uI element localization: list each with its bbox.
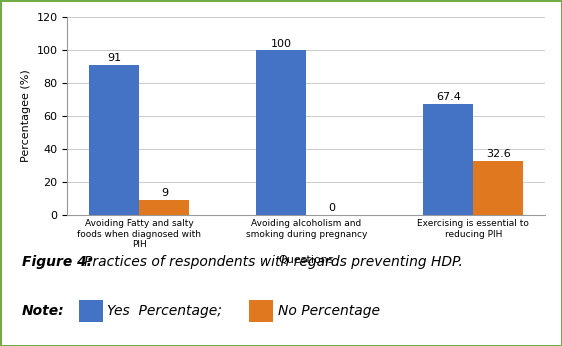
Text: 100: 100 <box>271 38 292 48</box>
Bar <box>139 200 189 215</box>
Bar <box>89 65 139 215</box>
Bar <box>423 104 473 215</box>
X-axis label: Questions: Questions <box>279 255 334 265</box>
Text: Figure 4:: Figure 4: <box>22 255 92 269</box>
Text: 91: 91 <box>107 53 121 63</box>
Text: 9: 9 <box>161 188 168 198</box>
Text: Practices of respondents with regards preventing HDP.: Practices of respondents with regards pr… <box>84 255 463 269</box>
Text: 32.6: 32.6 <box>486 149 511 159</box>
Text: No Percentage: No Percentage <box>278 304 380 318</box>
Y-axis label: Percentagee (%): Percentagee (%) <box>21 70 31 162</box>
FancyBboxPatch shape <box>248 300 273 322</box>
Bar <box>256 50 306 215</box>
Text: Yes  Percentage;: Yes Percentage; <box>107 304 222 318</box>
Text: Note:: Note: <box>22 304 65 318</box>
Bar <box>473 161 523 215</box>
FancyBboxPatch shape <box>79 300 103 322</box>
Text: 0: 0 <box>328 203 335 213</box>
Text: 67.4: 67.4 <box>436 92 461 102</box>
